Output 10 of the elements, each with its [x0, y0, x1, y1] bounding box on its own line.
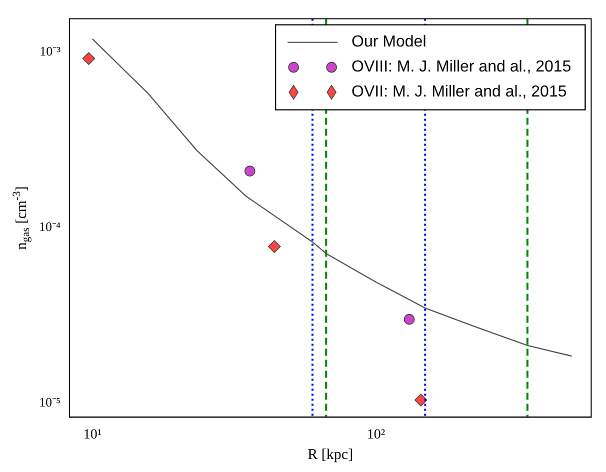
y-tick-label: 10⁻³ — [40, 44, 61, 59]
x-axis-title: R [kpc] — [308, 446, 354, 463]
x-tick-label: 10¹ — [83, 427, 102, 442]
y-tick-label: 10⁻⁴ — [38, 219, 61, 234]
y-axis-title: ngas [cm-3] — [10, 186, 32, 250]
legend-label: Our Model — [352, 34, 426, 51]
y-tick-label: 10⁻⁵ — [38, 394, 61, 410]
x-tick-label: 10² — [366, 427, 386, 442]
legend-label: OVII: M. J. Miller and al., 2015 — [352, 84, 567, 101]
legend-label: OVIII: M. J. Miller and al., 2015 — [352, 58, 572, 76]
